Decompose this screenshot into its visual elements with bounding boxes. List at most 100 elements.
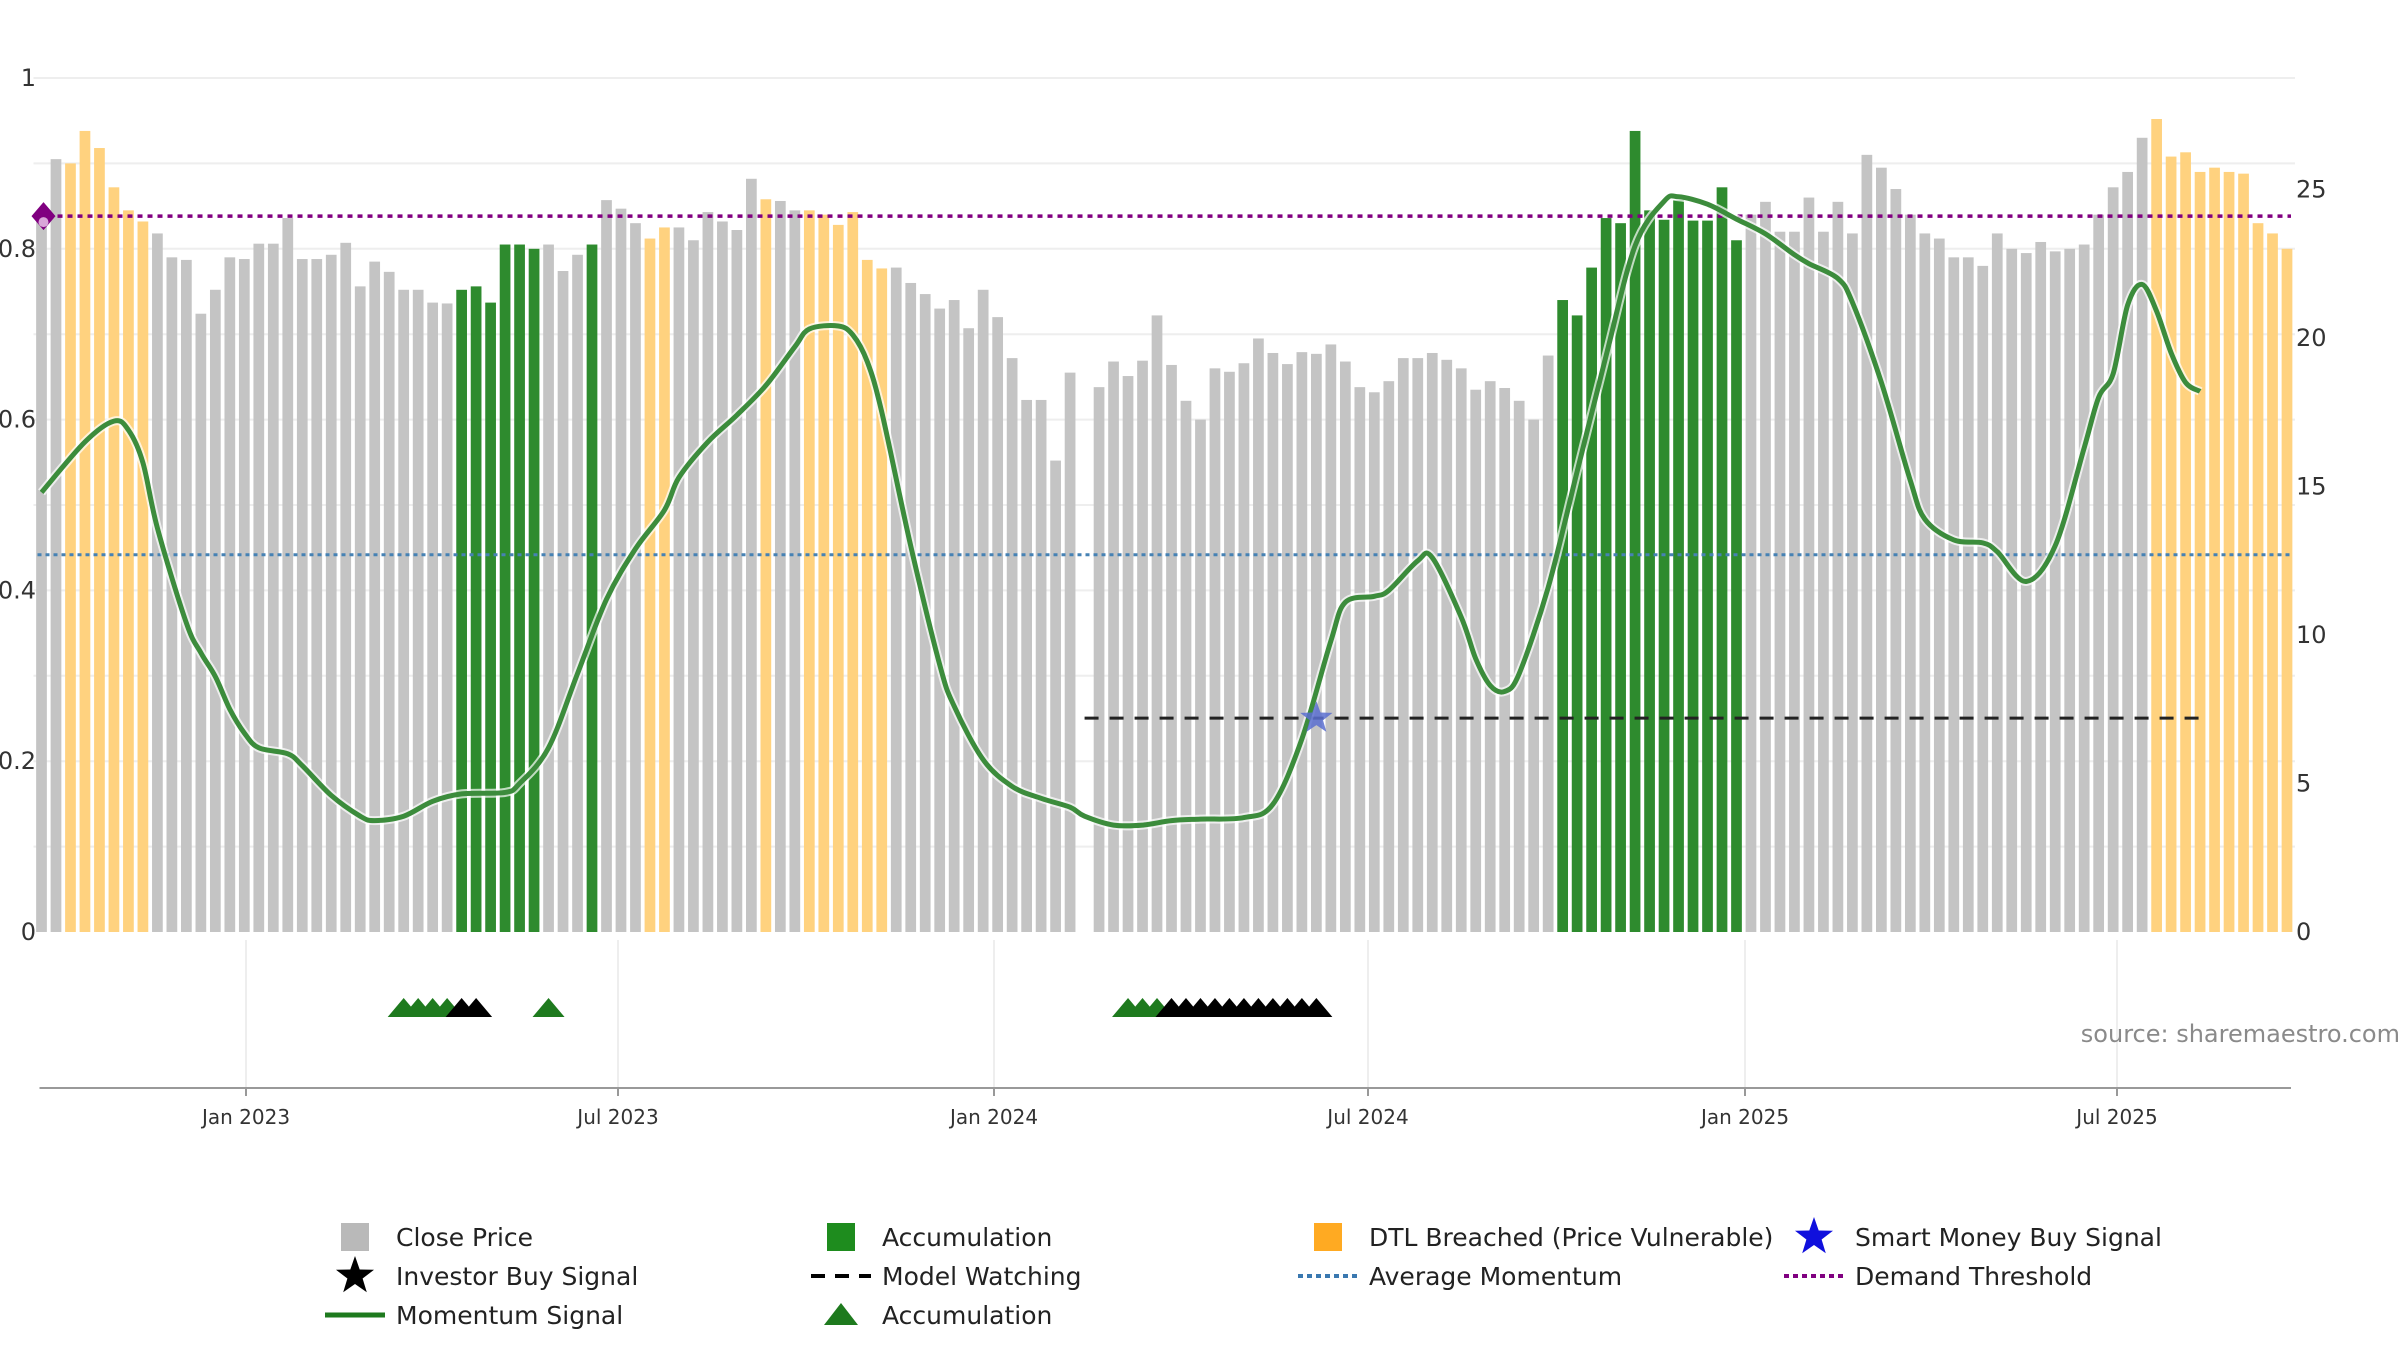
legend-label: DTL Breached (Price Vulnerable) [1369, 1223, 1773, 1252]
price-bar [36, 214, 47, 932]
price-bar [1615, 223, 1626, 932]
legend-item: Smart Money Buy Signal [1795, 1217, 2162, 1254]
price-bar [992, 317, 1004, 932]
y-right-tick-label: 15 [2296, 472, 2327, 500]
legend-swatch-star [336, 1256, 374, 1293]
y-right-tick-label: 10 [2296, 621, 2327, 649]
price-bar [65, 163, 76, 932]
price-bar [2122, 171, 2134, 932]
legend-item: Momentum Signal [325, 1301, 623, 1330]
x-tick-label: Jan 2024 [948, 1105, 1038, 1129]
price-bar [731, 230, 743, 933]
price-bar [1687, 220, 1699, 933]
demand-threshold-marker [31, 202, 56, 231]
price-bar [253, 243, 265, 932]
price-bar [702, 212, 714, 932]
legend-swatch-triangle [824, 1303, 858, 1325]
price-bar [543, 244, 554, 932]
price-bar [1702, 220, 1713, 933]
price-bar [717, 221, 728, 933]
price-bar [1803, 197, 1815, 932]
price-bar [557, 271, 569, 932]
price-bar [1832, 201, 1844, 932]
price-bar [1774, 231, 1786, 933]
price-bar [267, 243, 279, 932]
legend-item: Close Price [341, 1223, 533, 1252]
price-bar [1282, 364, 1293, 933]
price-bar [369, 261, 381, 932]
price-bar [1789, 231, 1800, 933]
price-bar [1195, 419, 1206, 933]
price-bar [1296, 352, 1308, 932]
x-tick-label: Jan 2023 [200, 1105, 290, 1129]
price-bar [1890, 189, 1902, 932]
price-bar [586, 244, 598, 932]
signal-markers [31, 202, 1333, 1017]
price-bar [1209, 368, 1221, 932]
price-bar [644, 238, 656, 932]
price-bar [760, 199, 772, 932]
legend-swatch [827, 1223, 855, 1251]
price-bar [659, 227, 670, 932]
price-bar [1977, 265, 1989, 932]
price-bar [1904, 214, 1916, 932]
legend-label: Investor Buy Signal [396, 1262, 638, 1291]
price-bar [2093, 214, 2105, 932]
x-tick-label: Jul 2023 [575, 1105, 658, 1129]
price-bar [1108, 361, 1119, 932]
price-bar [963, 328, 975, 932]
price-bar [2238, 173, 2249, 932]
price-bar [137, 221, 149, 933]
price-bar [1557, 300, 1569, 932]
price-bar [2209, 167, 2220, 933]
legend-item: Demand Threshold [1784, 1262, 2092, 1291]
price-bar [2267, 233, 2278, 933]
price-bar [1629, 130, 1641, 932]
price-bar [1528, 419, 1540, 933]
price-bar [50, 159, 62, 932]
price-bar [528, 248, 540, 933]
price-bar [1962, 257, 1974, 933]
price-bar [818, 214, 830, 932]
price-bar [1180, 400, 1192, 932]
price-bar [601, 200, 612, 932]
price-bar [166, 257, 178, 933]
legend: Close Price Accumulation DTL Breached (Pri… [325, 1217, 2162, 1330]
axes: Jan 2023 Jul 2023 Jan 2024 Jul 2024 Jan 2025… [0, 64, 2327, 1129]
legend-item: Model Watching [811, 1262, 1082, 1291]
price-bar [1166, 364, 1177, 933]
price-bar [2194, 171, 2206, 932]
legend-label: Model Watching [882, 1262, 1082, 1291]
price-bar [1224, 371, 1235, 932]
price-bar [1455, 368, 1467, 932]
price-bar [123, 210, 134, 932]
price-bar [79, 130, 91, 932]
price-bar [282, 218, 294, 932]
price-bar [977, 289, 989, 932]
price-bar [441, 303, 453, 932]
price-bar [311, 259, 323, 933]
price-bar [1586, 267, 1597, 932]
price-bar [2252, 223, 2264, 932]
price-bar [1716, 187, 1728, 932]
price-bar [1383, 381, 1395, 932]
price-bar [2136, 137, 2148, 932]
price-bar [108, 187, 120, 932]
price-bar [1847, 233, 1858, 933]
price-bar [2035, 241, 2047, 932]
x-tick-label: Jul 2024 [1325, 1105, 1408, 1129]
price-bar [774, 200, 786, 932]
price-bar [1760, 201, 1771, 932]
legend-label: Accumulation [882, 1223, 1052, 1252]
price-bar [1064, 372, 1076, 932]
price-bar [2165, 156, 2177, 932]
y-right-tick-label: 20 [2296, 324, 2327, 352]
price-bar [1673, 200, 1684, 932]
y-left-tick-label: 0.2 [0, 747, 36, 775]
price-bar [1021, 399, 1032, 932]
price-bar [1368, 392, 1380, 933]
price-bar [1050, 460, 1061, 932]
demand-threshold-marker-dot [38, 217, 49, 228]
price-bar [1542, 355, 1554, 932]
price-bar [2006, 248, 2018, 933]
